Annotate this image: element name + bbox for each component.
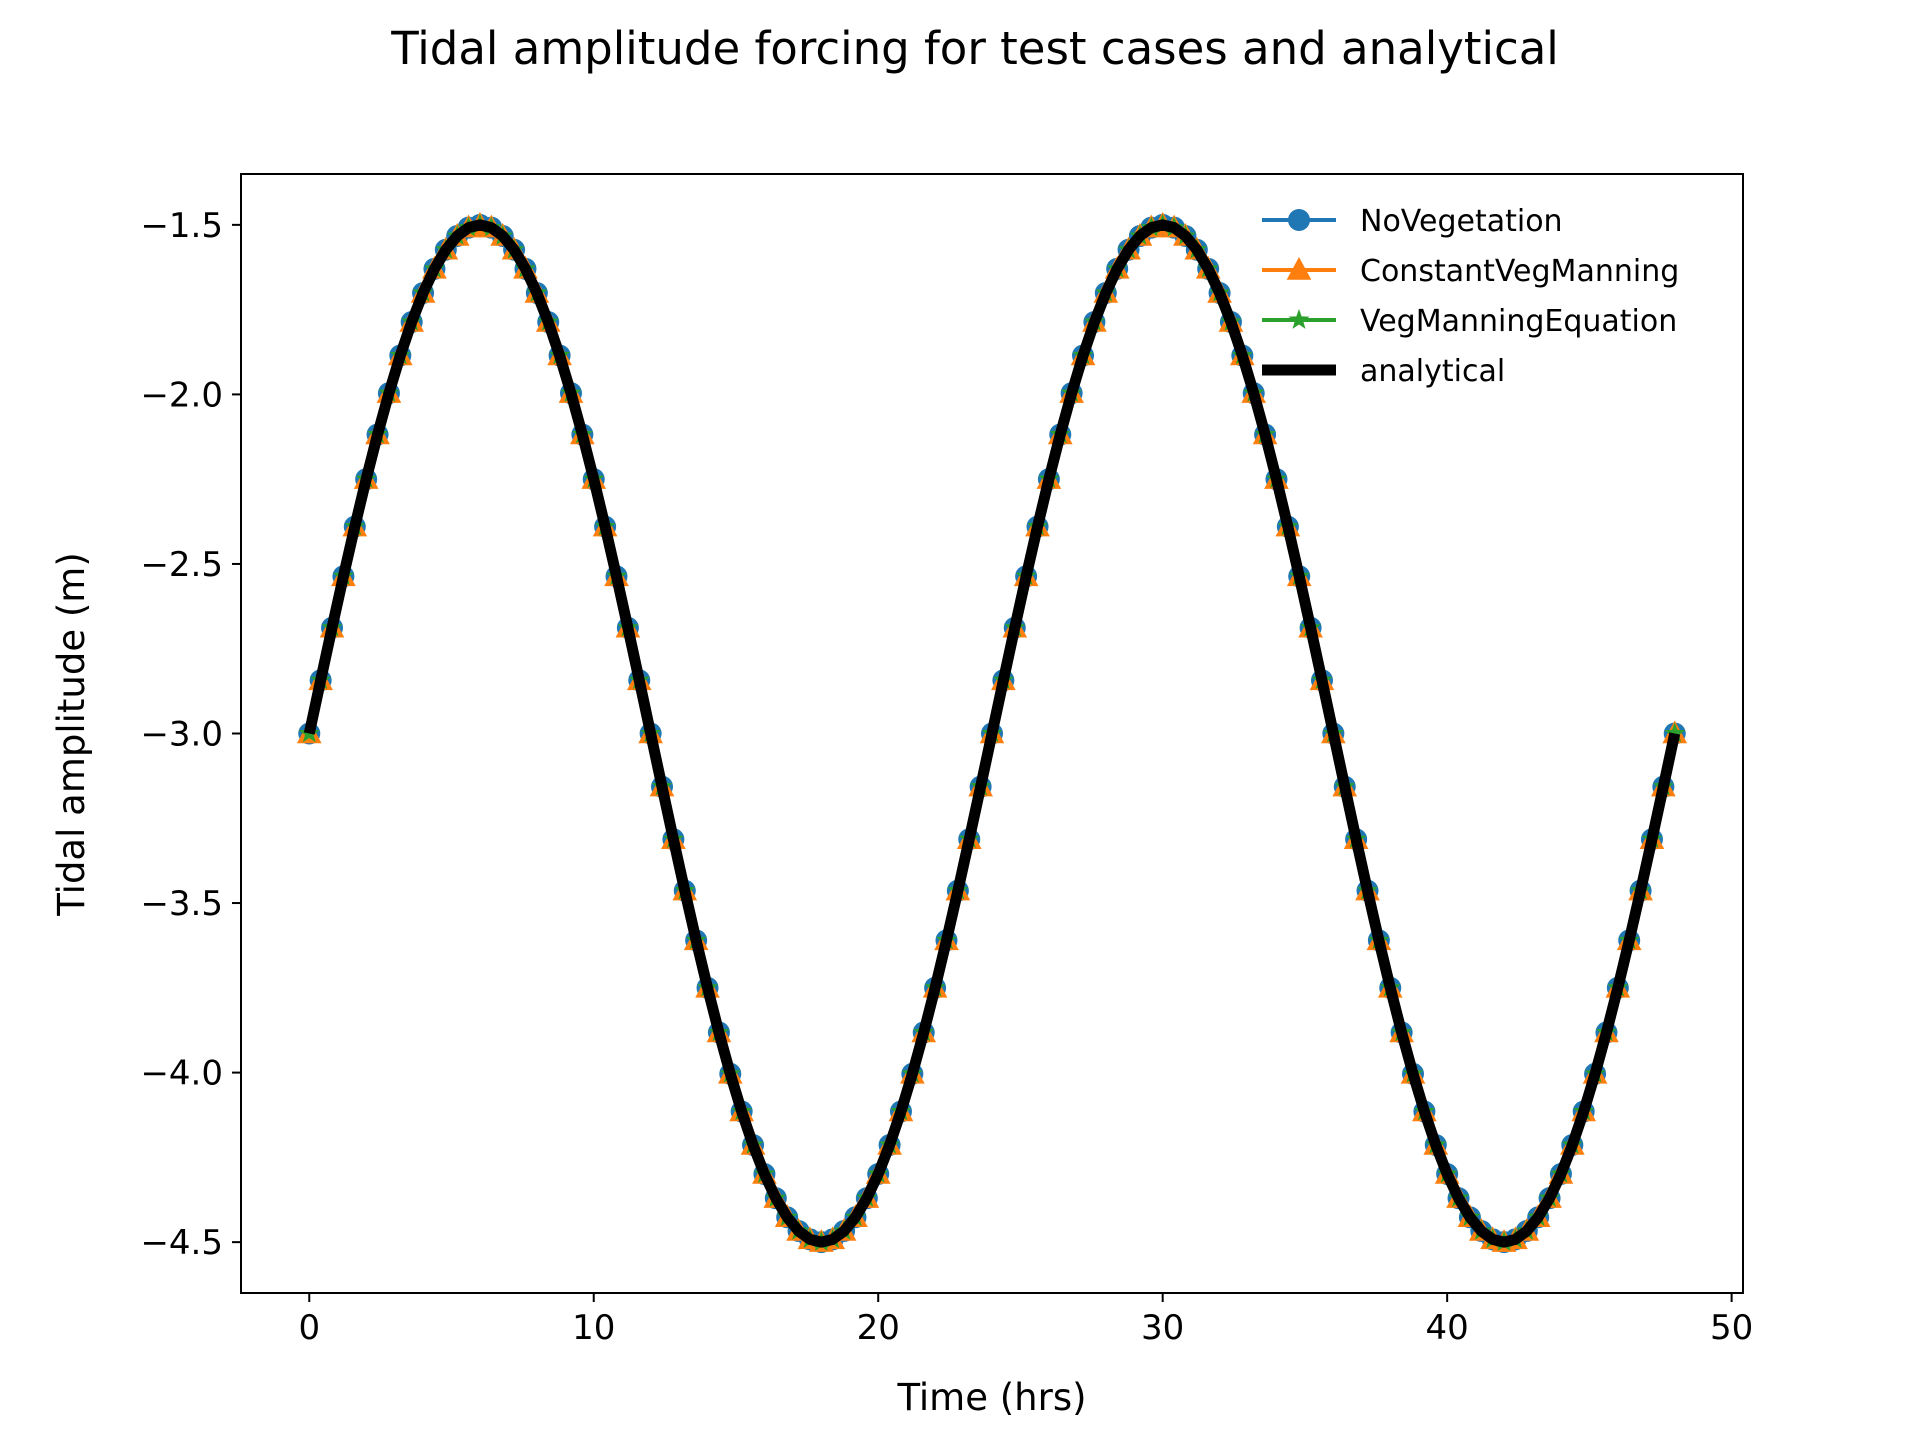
y-tick-label: −3.5 <box>140 884 223 924</box>
x-tick-label: 20 <box>857 1308 900 1348</box>
legend-label-ConstantVegManning: ConstantVegManning <box>1360 254 1679 289</box>
y-tick-label: −2.5 <box>140 545 223 585</box>
legend: NoVegetation ConstantVegManning VegManning… <box>1262 204 1679 389</box>
x-tick-label: 50 <box>1710 1308 1753 1348</box>
legend-item-VegManningEquation: VegManningEquation <box>1262 304 1677 339</box>
x-tick-label: 30 <box>1141 1308 1184 1348</box>
legend-item-analytical: analytical <box>1262 354 1505 389</box>
y-tick-label: −1.5 <box>140 206 223 246</box>
plot-area <box>240 173 1744 1294</box>
x-tick-label: 0 <box>298 1308 320 1348</box>
x-axis-ticks: 0 10 20 30 40 50 <box>298 1293 1753 1348</box>
y-tick-label: −2.0 <box>140 375 223 415</box>
legend-marker-VegManningEquation <box>1288 309 1310 329</box>
y-axis-label: Tidal amplitude (m) <box>50 552 93 917</box>
series-layer <box>296 211 1688 1254</box>
legend-label-analytical: analytical <box>1360 354 1505 389</box>
y-axis-ticks: −1.5 −2.0 −2.5 −3.0 −3.5 −4.0 −4.5 <box>140 206 241 1263</box>
y-tick-label: −4.0 <box>140 1054 223 1094</box>
legend-marker-NoVegetation <box>1288 209 1310 231</box>
legend-label-VegManningEquation: VegManningEquation <box>1360 304 1677 339</box>
x-tick-label: 40 <box>1426 1308 1469 1348</box>
legend-label-NoVegetation: NoVegetation <box>1360 204 1563 239</box>
chart-title: Tidal amplitude forcing for test cases a… <box>390 22 1559 75</box>
legend-marker-ConstantVegManning <box>1286 257 1312 280</box>
y-tick-label: −4.5 <box>140 1223 223 1263</box>
x-tick-label: 10 <box>572 1308 615 1348</box>
series-line-analytical <box>303 219 1681 1248</box>
legend-item-ConstantVegManning: ConstantVegManning <box>1262 254 1679 289</box>
data-point-VegManningEquation-120 <box>1664 722 1686 743</box>
y-tick-label: −3.0 <box>140 715 223 755</box>
series-analytical <box>303 219 1681 1248</box>
legend-item-NoVegetation: NoVegetation <box>1262 204 1563 239</box>
x-axis-label: Time (hrs) <box>896 1376 1086 1419</box>
